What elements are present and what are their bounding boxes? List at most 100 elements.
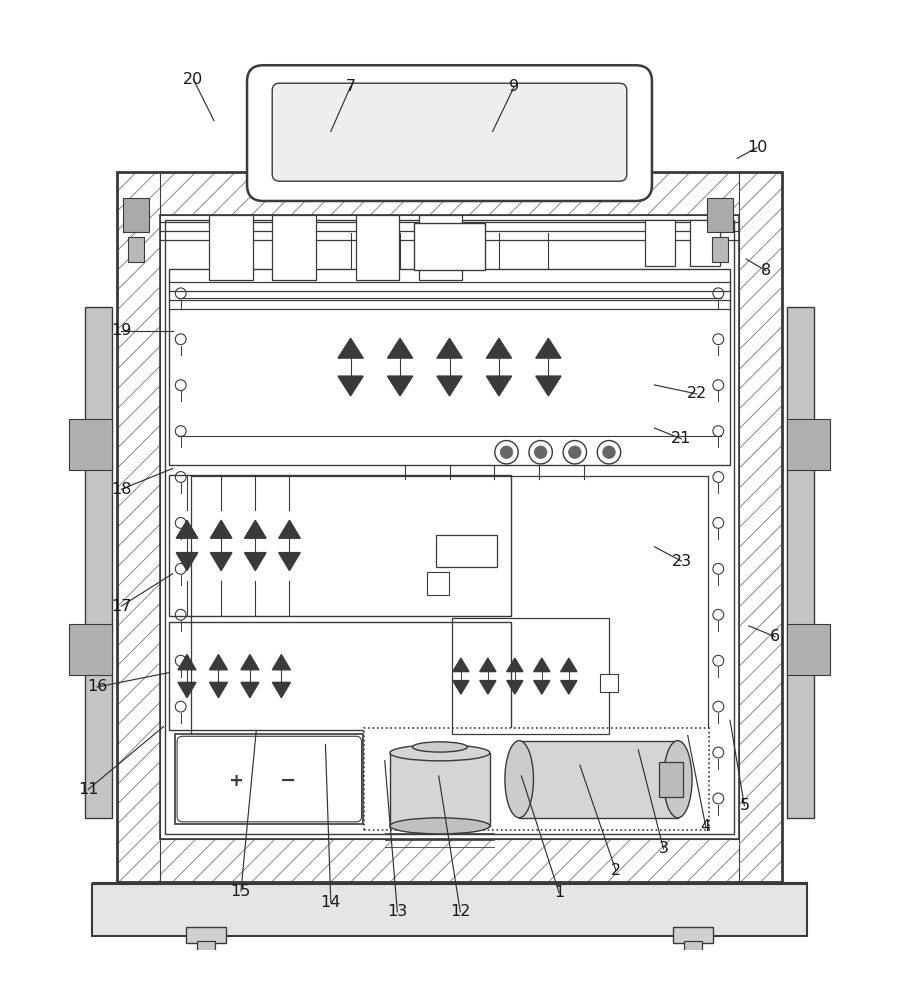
- Text: 4: 4: [700, 819, 711, 834]
- Text: 3: 3: [658, 841, 669, 856]
- Bar: [117, 172, 782, 215]
- Polygon shape: [197, 979, 215, 1000]
- Bar: [117, 172, 782, 882]
- Polygon shape: [534, 658, 550, 672]
- FancyBboxPatch shape: [177, 736, 361, 822]
- Polygon shape: [561, 681, 577, 694]
- Text: 2: 2: [610, 863, 621, 878]
- Text: 21: 21: [672, 431, 691, 446]
- Ellipse shape: [505, 741, 533, 818]
- Text: 22: 22: [687, 386, 707, 401]
- Text: 15: 15: [231, 884, 251, 899]
- Text: 13: 13: [387, 904, 407, 919]
- Bar: [160, 215, 739, 839]
- Bar: [708, 198, 733, 232]
- Text: 12: 12: [450, 904, 470, 919]
- Bar: [165, 220, 734, 834]
- Polygon shape: [279, 553, 300, 571]
- Polygon shape: [437, 338, 462, 358]
- Polygon shape: [534, 681, 550, 694]
- Polygon shape: [176, 553, 198, 571]
- Polygon shape: [209, 682, 227, 698]
- Text: 18: 18: [111, 482, 131, 497]
- Text: 17: 17: [111, 599, 131, 614]
- Bar: [169, 622, 511, 730]
- Polygon shape: [561, 658, 577, 672]
- Bar: [787, 307, 814, 818]
- Bar: [452, 618, 610, 734]
- Polygon shape: [684, 979, 702, 1000]
- Bar: [684, 941, 702, 972]
- Bar: [659, 762, 682, 797]
- Text: 20: 20: [183, 72, 203, 87]
- Polygon shape: [486, 338, 512, 358]
- Text: 9: 9: [509, 79, 520, 94]
- Polygon shape: [480, 681, 496, 694]
- Polygon shape: [178, 655, 196, 670]
- Bar: [186, 927, 226, 943]
- Bar: [414, 223, 485, 270]
- Polygon shape: [279, 520, 300, 538]
- Polygon shape: [437, 376, 462, 396]
- Polygon shape: [480, 658, 496, 672]
- Text: 11: 11: [78, 782, 98, 797]
- Polygon shape: [453, 658, 469, 672]
- Polygon shape: [338, 376, 363, 396]
- Text: 14: 14: [321, 895, 341, 910]
- Polygon shape: [176, 520, 198, 538]
- FancyBboxPatch shape: [247, 65, 652, 201]
- Ellipse shape: [413, 742, 467, 752]
- Polygon shape: [245, 553, 266, 571]
- Text: 8: 8: [761, 263, 771, 278]
- Bar: [739, 172, 782, 882]
- Bar: [93, 906, 806, 934]
- Bar: [117, 172, 160, 882]
- Text: +: +: [228, 772, 243, 790]
- Bar: [117, 172, 160, 882]
- Bar: [92, 884, 807, 936]
- Text: 19: 19: [111, 323, 131, 338]
- Polygon shape: [387, 338, 413, 358]
- Bar: [117, 172, 782, 215]
- Text: 7: 7: [345, 79, 356, 94]
- Circle shape: [534, 446, 547, 459]
- Text: 6: 6: [770, 629, 780, 644]
- Bar: [356, 215, 399, 280]
- Polygon shape: [241, 682, 259, 698]
- Polygon shape: [272, 682, 290, 698]
- Bar: [390, 753, 490, 826]
- Bar: [175, 734, 363, 824]
- Ellipse shape: [390, 818, 490, 834]
- Bar: [690, 220, 720, 266]
- Bar: [169, 269, 730, 465]
- Bar: [85, 307, 112, 818]
- FancyBboxPatch shape: [272, 83, 627, 181]
- Bar: [673, 927, 713, 943]
- Polygon shape: [507, 658, 523, 672]
- Polygon shape: [536, 376, 561, 396]
- Text: −: −: [280, 771, 297, 790]
- Bar: [197, 941, 215, 972]
- Text: 1: 1: [554, 885, 565, 900]
- Bar: [272, 215, 316, 280]
- Polygon shape: [245, 520, 266, 538]
- Bar: [419, 215, 462, 280]
- Bar: [93, 906, 806, 934]
- Bar: [712, 237, 728, 262]
- Circle shape: [602, 446, 615, 459]
- Bar: [117, 839, 782, 882]
- Bar: [169, 475, 511, 616]
- Bar: [364, 728, 708, 830]
- Polygon shape: [507, 681, 523, 694]
- Bar: [117, 839, 782, 882]
- Polygon shape: [486, 376, 512, 396]
- Polygon shape: [536, 338, 561, 358]
- Bar: [123, 198, 148, 232]
- Polygon shape: [178, 682, 196, 698]
- Bar: [645, 220, 675, 266]
- Text: 5: 5: [739, 798, 750, 813]
- Polygon shape: [209, 655, 227, 670]
- Bar: [787, 624, 830, 675]
- Polygon shape: [387, 376, 413, 396]
- Text: 10: 10: [747, 140, 767, 155]
